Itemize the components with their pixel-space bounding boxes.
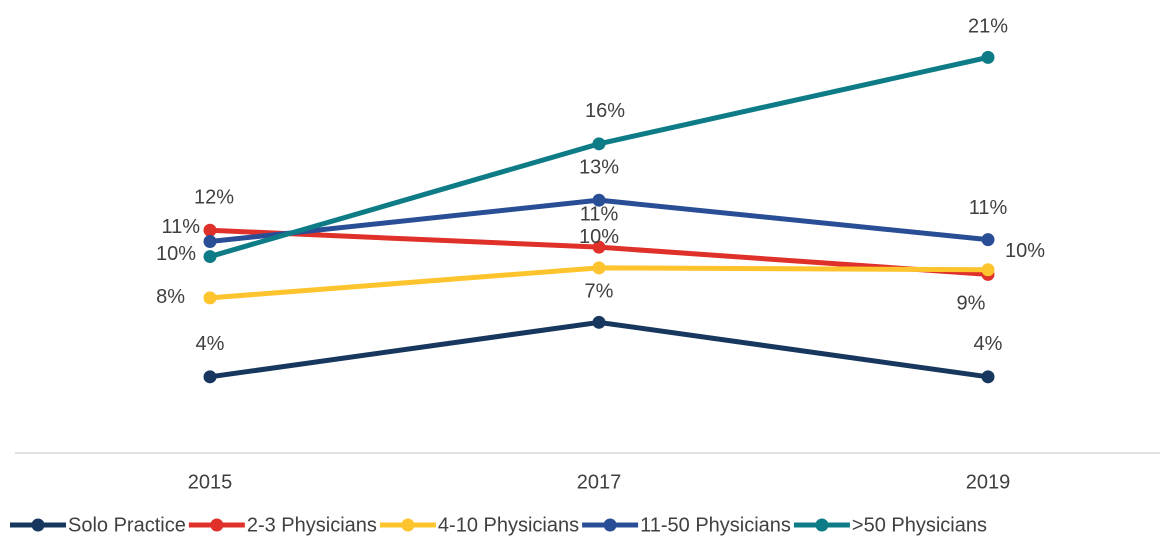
legend-dot bbox=[401, 518, 415, 532]
data-point bbox=[203, 250, 217, 264]
data-point bbox=[592, 261, 606, 275]
legend-label: 4-10 Physicians bbox=[438, 514, 579, 536]
data-label: 21% bbox=[968, 16, 1008, 38]
data-label: 11% bbox=[161, 216, 200, 238]
legend-label: 11-50 Physicians bbox=[640, 514, 791, 536]
legend-dot bbox=[210, 518, 224, 532]
data-label: 16% bbox=[585, 100, 625, 122]
data-point bbox=[592, 315, 606, 329]
legend-label: >50 Physicians bbox=[852, 514, 987, 536]
x-tick-label: 2017 bbox=[577, 471, 622, 493]
data-point bbox=[981, 233, 995, 247]
data-label: 4% bbox=[196, 333, 225, 355]
data-point bbox=[981, 50, 995, 64]
data-point bbox=[203, 291, 217, 305]
data-label: 4% bbox=[974, 333, 1003, 355]
legend-dot bbox=[603, 518, 617, 532]
data-label: 11% bbox=[580, 203, 619, 225]
x-tick-label: 2015 bbox=[188, 471, 233, 493]
data-label: 10% bbox=[579, 226, 619, 248]
series-line bbox=[209, 319, 989, 380]
data-label: 10% bbox=[1005, 240, 1045, 262]
data-label: 7% bbox=[585, 281, 614, 303]
data-label: 13% bbox=[579, 156, 619, 178]
data-point bbox=[203, 370, 217, 384]
legend-label: 2-3 Physicians bbox=[247, 514, 377, 536]
data-label: 8% bbox=[156, 286, 185, 308]
legend-dot bbox=[815, 518, 829, 532]
legend-label: Solo Practice bbox=[68, 514, 186, 536]
data-label: 11% bbox=[969, 197, 1008, 219]
data-point bbox=[203, 223, 217, 237]
data-point bbox=[592, 137, 606, 151]
data-point bbox=[592, 193, 606, 207]
data-label: 10% bbox=[156, 243, 196, 265]
data-point bbox=[203, 235, 217, 249]
data-point bbox=[981, 370, 995, 384]
legend-dot bbox=[31, 518, 45, 532]
data-label: 9% bbox=[957, 293, 986, 315]
data-point bbox=[981, 263, 995, 277]
data-point bbox=[592, 240, 606, 254]
data-label: 12% bbox=[194, 187, 234, 209]
x-tick-label: 2019 bbox=[966, 471, 1011, 493]
